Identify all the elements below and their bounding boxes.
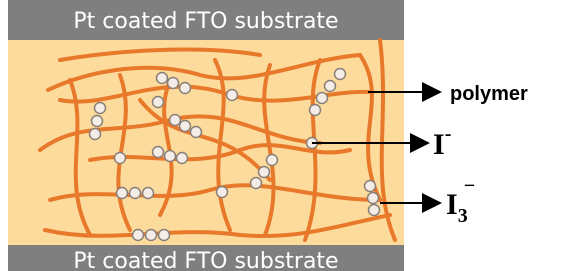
top-substrate-label: Pt coated FTO substrate — [73, 9, 338, 34]
triiodide-subscript: 3 — [458, 205, 468, 227]
iodide-symbol: I — [433, 128, 445, 161]
iodide-label: I- — [433, 123, 451, 161]
triiodide-charge: − — [464, 175, 475, 197]
triiodide-symbol: I — [446, 188, 458, 221]
iodide-charge: - — [445, 123, 452, 145]
polymer-label: polymer — [450, 83, 528, 105]
diagram: Pt coated FTO substrate Pt coated FTO su… — [0, 0, 564, 271]
triiodide-label: I3 − — [446, 175, 475, 227]
bottom-substrate-label: Pt coated FTO substrate — [73, 249, 338, 271]
